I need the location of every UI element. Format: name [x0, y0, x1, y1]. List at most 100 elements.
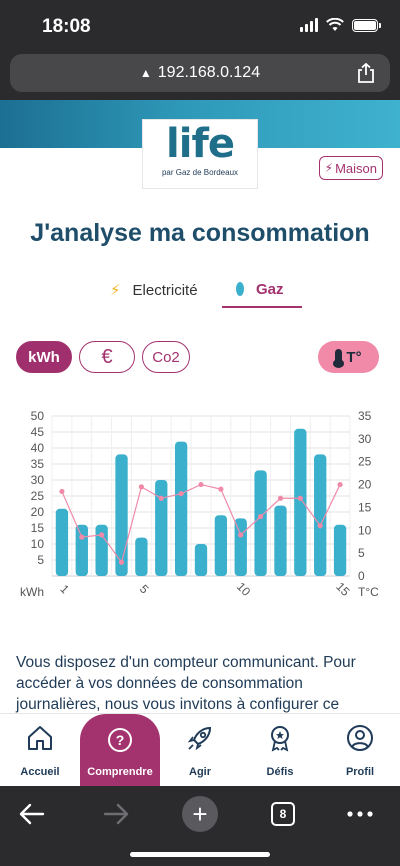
share-icon[interactable]: [356, 62, 376, 84]
home-type-badge[interactable]: ⚡ Maison: [318, 156, 383, 180]
temperature-point: [337, 481, 343, 488]
nav-defis-label: Défis: [266, 766, 294, 778]
smart-meter-info-text: Vous disposez d'un compteur communicant.…: [16, 654, 356, 713]
nav-accueil[interactable]: Accueil: [0, 714, 80, 787]
temperature-point: [238, 532, 244, 538]
chart-bar: [95, 524, 108, 576]
y-left-tick-label: 35: [31, 457, 45, 471]
medal-icon: [271, 726, 289, 752]
chart-bar: [294, 428, 307, 576]
url-text: 192.168.0.124: [157, 64, 261, 81]
x-tick-label: 15: [333, 579, 353, 599]
profile-icon: [347, 725, 373, 751]
chart-bar: [135, 537, 148, 576]
plus-icon: +: [182, 796, 218, 832]
logo-wordmark: life: [166, 121, 235, 167]
y-left-tick-label: 5: [37, 553, 44, 567]
temperature-point: [99, 532, 105, 538]
y-left-tick-label: 30: [31, 473, 45, 487]
tabs-button[interactable]: 8: [263, 794, 303, 834]
consumption-chart: 5 10 15 20 25 30 35 40 45 50 0 5 10 15 20 25 30 35 kWh T°C 1…: [0, 403, 400, 633]
nav-defis[interactable]: Défis: [240, 714, 320, 787]
nav-comprendre[interactable]: ? Comprendre: [80, 714, 160, 787]
url-bar[interactable]: ▲ 192.168.0.124: [10, 54, 390, 92]
cellular-signal-icon: [300, 18, 318, 32]
chart-bar: [314, 454, 327, 576]
forward-button[interactable]: [96, 794, 136, 834]
nav-accueil-label: Accueil: [20, 766, 60, 778]
y-right-tick-label: 20: [358, 478, 372, 492]
bolt-icon: ⚡: [110, 282, 121, 299]
home-type-label: Maison: [335, 160, 377, 176]
y-right-axis-label: T°C: [358, 585, 379, 599]
x-tick-label: 1: [57, 582, 72, 597]
more-dots-icon: [347, 811, 373, 817]
y-left-tick-label: 40: [31, 441, 45, 455]
chart-bar: [155, 480, 168, 576]
y-right-tick-label: 0: [358, 569, 365, 583]
temperature-point: [297, 495, 303, 501]
nav-agir-label: Agir: [189, 766, 211, 778]
tab-electricite[interactable]: ⚡ Electricité: [110, 272, 198, 308]
tabs-count: 8: [271, 802, 295, 826]
chart-bar: [115, 454, 128, 576]
back-button[interactable]: [12, 794, 52, 834]
arrow-left-icon: [19, 803, 45, 825]
temperature-point: [178, 491, 184, 497]
page-title: J'analyse ma consommation: [30, 219, 370, 247]
y-right-tick-label: 30: [358, 432, 372, 446]
chart-bar: [55, 508, 69, 576]
chart-bar: [274, 505, 287, 576]
temperature-point: [158, 495, 164, 501]
energy-tabs: ⚡ Electricité Gaz: [0, 272, 400, 312]
unit-kwh-button[interactable]: kWh: [16, 341, 72, 373]
x-tick-label: 5: [137, 582, 152, 597]
flame-icon: [236, 282, 244, 296]
browser-top-chrome: 18:08 ▲ 192.168.0.124: [0, 0, 400, 100]
temperature-toggle-label: T°: [346, 348, 362, 366]
status-time: 18:08: [42, 16, 91, 37]
y-left-tick-label: 25: [31, 489, 45, 503]
new-tab-button[interactable]: +: [180, 794, 220, 834]
wifi-icon: [326, 18, 344, 31]
unit-co2-button[interactable]: Co2: [142, 341, 190, 373]
chart-bar: [75, 524, 88, 576]
temperature-toggle-button[interactable]: T°: [318, 341, 379, 373]
y-left-tick-label: 45: [31, 425, 45, 439]
home-indicator: [130, 852, 270, 857]
tab-gaz-label: Gaz: [256, 280, 284, 298]
chart-bar: [194, 544, 208, 576]
temperature-point: [59, 488, 65, 495]
y-left-axis-label: kWh: [20, 585, 44, 599]
y-right-tick-label: 15: [358, 500, 372, 514]
brand-logo[interactable]: life par Gaz de Bordeaux: [143, 120, 257, 188]
y-right-tick-label: 10: [358, 523, 372, 537]
more-button[interactable]: [340, 794, 380, 834]
nav-agir[interactable]: Agir: [160, 714, 240, 787]
temperature-point: [118, 559, 125, 565]
thermometer-icon: [333, 349, 345, 368]
tab-gaz[interactable]: Gaz: [222, 272, 302, 308]
battery-icon: [352, 18, 381, 32]
nav-profil-label: Profil: [345, 766, 375, 778]
status-bar: 18:08: [0, 0, 400, 50]
temperature-point: [138, 484, 144, 490]
nav-profil[interactable]: Profil: [320, 714, 400, 787]
logo-subtitle: par Gaz de Bordeaux: [161, 168, 239, 177]
warning-icon: ▲: [139, 66, 152, 80]
energy-mix-icon: ⚡: [324, 161, 334, 175]
temperature-point: [317, 523, 323, 529]
unit-euro-button[interactable]: €: [79, 341, 135, 373]
status-icons: [300, 18, 381, 32]
home-icon: [28, 726, 52, 750]
y-right-tick-label: 5: [358, 546, 365, 560]
temperature-point: [79, 534, 85, 540]
arrow-right-icon: [103, 803, 129, 825]
question-icon: ?: [108, 728, 132, 752]
nav-comprendre-label: Comprendre: [87, 766, 153, 778]
app-bottom-nav: Accueil ? Comprendre Agir Défis Profil: [0, 713, 400, 787]
y-right-tick-label: 25: [358, 455, 372, 469]
y-left-tick-label: 15: [31, 521, 45, 535]
chart-bar: [234, 518, 247, 576]
